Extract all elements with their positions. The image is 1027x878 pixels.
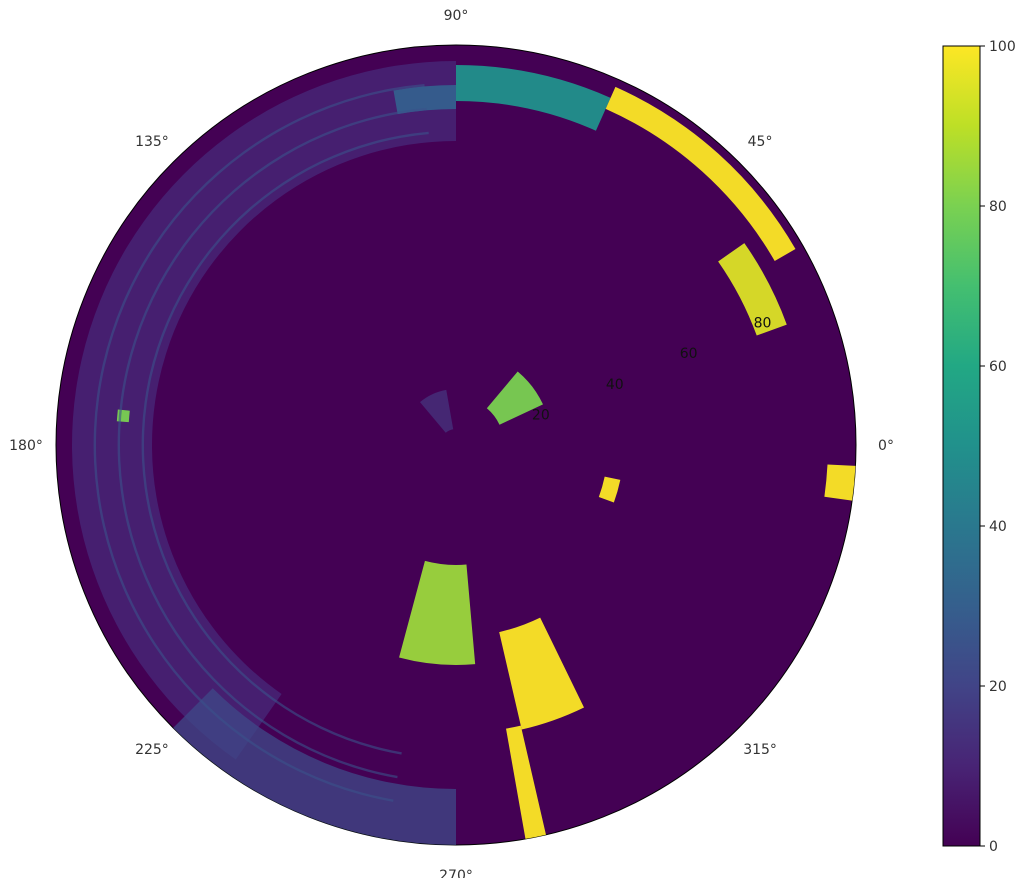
colorbar-tick-label-60: 60 xyxy=(989,359,1007,375)
radial-tick-60: 60 xyxy=(680,346,698,362)
polar-background xyxy=(55,44,857,846)
colorbar-tick-label-20: 20 xyxy=(989,679,1007,695)
angle-tick-0: 0° xyxy=(878,438,894,454)
polar-plot-area xyxy=(55,44,857,846)
angle-tick-labels: 0° 45° 90° 135° 180° 225° 270° 315° xyxy=(9,8,894,878)
colorbar-ticks: 0 20 40 60 80 100 xyxy=(980,39,1016,855)
radial-tick-20: 20 xyxy=(532,407,550,423)
heatmap-region-11 xyxy=(420,389,454,433)
heatmap-region-7 xyxy=(399,560,476,666)
colorbar-tick-label-100: 100 xyxy=(989,39,1016,55)
heatmap-region-1 xyxy=(718,243,787,336)
colorbar-tick-label-0: 0 xyxy=(989,839,998,855)
heatmap-region-0 xyxy=(605,86,796,261)
colorbar-tick-label-80: 80 xyxy=(989,199,1007,215)
heatmap-region-8 xyxy=(486,371,544,425)
angle-tick-270: 270° xyxy=(439,868,473,878)
angle-tick-315: 315° xyxy=(743,742,777,758)
heatmap-region-3 xyxy=(393,85,456,115)
heatmap-region-5 xyxy=(499,617,585,730)
heatmap-region-6 xyxy=(506,725,546,839)
angle-tick-180: 180° xyxy=(9,438,43,454)
heatmap-region-12 xyxy=(71,61,457,760)
angle-tick-225: 225° xyxy=(135,742,169,758)
colorbar: 0 20 40 60 80 100 xyxy=(942,39,1016,855)
angle-tick-45: 45° xyxy=(748,134,773,150)
radial-tick-40: 40 xyxy=(606,377,624,393)
radial-tick-labels: 20 40 60 80 xyxy=(532,316,772,424)
heatmap-region-2 xyxy=(456,65,611,131)
angle-tick-135: 135° xyxy=(135,134,169,150)
colorbar-tick-label-40: 40 xyxy=(989,519,1007,535)
angle-tick-90: 90° xyxy=(444,8,469,24)
radial-tick-80: 80 xyxy=(754,316,772,332)
colorbar-gradient xyxy=(942,45,981,847)
heatmap-region-9 xyxy=(598,476,621,503)
heatmap-region-4 xyxy=(824,464,856,501)
heatmap-regions xyxy=(71,61,856,845)
heatmap-region-13 xyxy=(173,688,456,845)
